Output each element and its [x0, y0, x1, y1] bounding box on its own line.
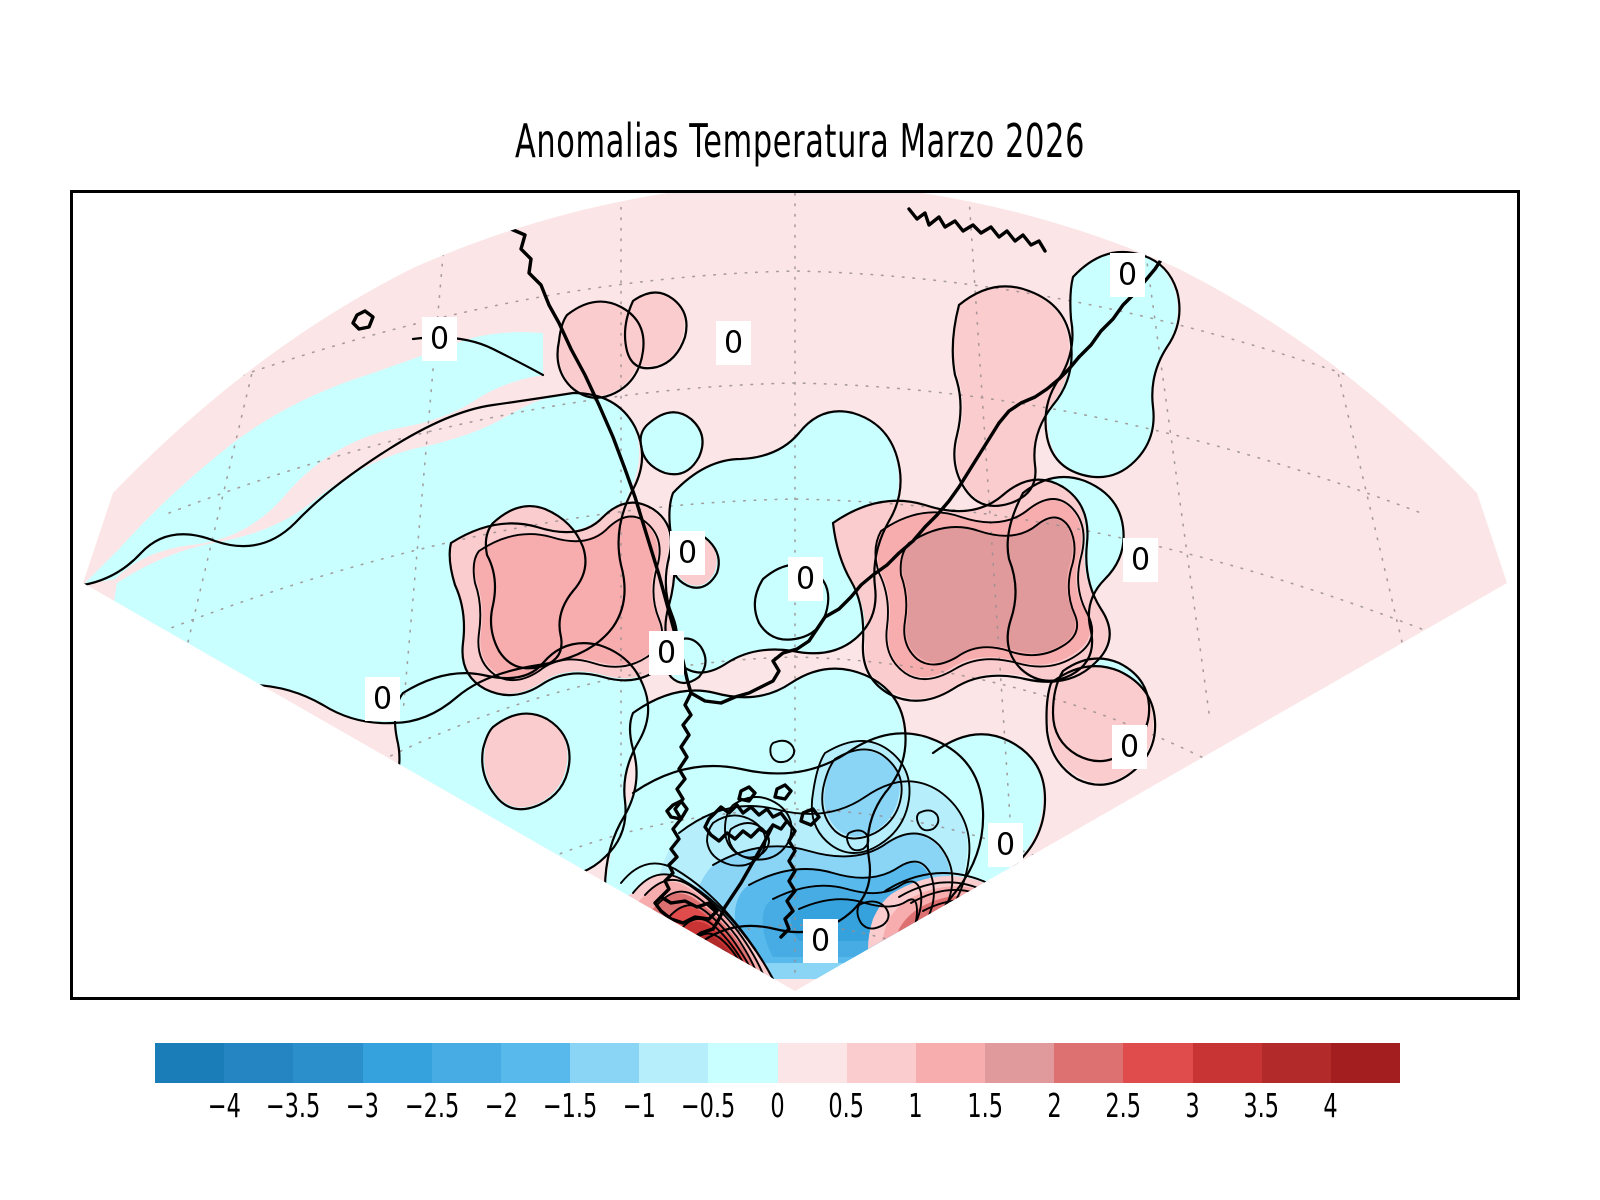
- colorbar-cell: [1192, 1043, 1262, 1083]
- colorbar-cell: [293, 1043, 363, 1083]
- svg-text:0: 0: [1118, 258, 1137, 293]
- contour-label: 0: [1112, 725, 1147, 769]
- map-canvas: 0 0 0 0 0 0 0 0 0 0 0: [83, 193, 1507, 991]
- colorbar-cell: [708, 1043, 778, 1083]
- contour-label: 0: [365, 677, 400, 721]
- svg-text:0: 0: [1131, 543, 1150, 578]
- contour-label: 0: [988, 823, 1023, 867]
- colorbar-cell: [155, 1043, 225, 1083]
- contour-label: 0: [649, 631, 684, 675]
- colorbar-tick-labels: −4 −3.5 −3 −2.5 −2 −1.5 −1 −0.5 0 0.5 1 1.5 2 2.5 3 3.5…: [155, 1086, 1400, 1126]
- colorbar-tick: −2.5: [404, 1086, 459, 1125]
- projection-area: 0 0 0 0 0 0 0 0 0 0 0: [83, 193, 1507, 991]
- colorbar-cell: [915, 1043, 986, 1083]
- colorbar: [155, 1043, 1401, 1083]
- svg-text:0: 0: [373, 682, 392, 717]
- colorbar-tick: −0.5: [681, 1086, 736, 1125]
- svg-text:0: 0: [796, 562, 815, 597]
- colorbar-cell: [431, 1043, 501, 1083]
- chart-title: Anomalias Temperatura Marzo 2026: [514, 114, 1086, 168]
- colorbar-tick: 1: [908, 1086, 923, 1125]
- colorbar-tick: −1: [622, 1086, 656, 1125]
- contour-label: 0: [716, 321, 751, 365]
- svg-text:0: 0: [1120, 730, 1139, 765]
- colorbar-tick: 2: [1047, 1086, 1062, 1125]
- colorbar-cell: [224, 1043, 294, 1083]
- contour-label: 0: [1123, 538, 1158, 582]
- colorbar-cell: [500, 1043, 571, 1083]
- colorbar-tick: 1.5: [967, 1086, 1003, 1125]
- svg-text:0: 0: [430, 322, 449, 357]
- contour-label: 0: [788, 557, 823, 601]
- svg-text:0: 0: [811, 924, 830, 959]
- colorbar-tick: −4: [207, 1086, 241, 1125]
- contour-labels: 0 0 0 0 0 0 0 0 0 0 0: [365, 253, 1158, 963]
- colorbar-tick: −3.5: [266, 1086, 321, 1125]
- colorbar-tick: −3: [345, 1086, 380, 1125]
- svg-text:0: 0: [657, 636, 676, 671]
- colorbar-tick: −2: [484, 1086, 518, 1125]
- colorbar-strip: [155, 1043, 1401, 1083]
- svg-text:0: 0: [724, 326, 743, 361]
- colorbar-cell: [362, 1043, 432, 1083]
- colorbar-tick: 2.5: [1105, 1086, 1142, 1125]
- map-plot-frame: 0 0 0 0 0 0 0 0 0 0 0: [70, 190, 1520, 1000]
- contour-peninsula-rings: [724, 796, 793, 861]
- colorbar-tick: 3.5: [1243, 1086, 1280, 1125]
- colorbar-tick: −1.5: [542, 1086, 598, 1125]
- contour-label: 0: [803, 919, 838, 963]
- colorbar-cell: [1054, 1043, 1124, 1083]
- colorbar-tick: 3: [1185, 1086, 1200, 1125]
- colorbar-cell: [1261, 1043, 1331, 1083]
- svg-text:0: 0: [678, 536, 697, 571]
- colorbar-tick: 0.5: [828, 1086, 865, 1125]
- colorbar-cell: [1330, 1043, 1401, 1083]
- svg-text:0: 0: [996, 828, 1015, 863]
- contour-label: 0: [422, 317, 457, 361]
- colorbar-cell: [639, 1043, 709, 1083]
- contour-label: 0: [1110, 253, 1145, 297]
- anomaly-map: 0 0 0 0 0 0 0 0 0 0 0: [83, 193, 1507, 991]
- colorbar-tick: 0: [770, 1086, 785, 1125]
- colorbar-cell: [1123, 1043, 1193, 1083]
- colorbar-tick: 4: [1323, 1086, 1338, 1125]
- contour-label: 0: [670, 531, 705, 575]
- colorbar-cell: [777, 1043, 847, 1083]
- colorbar-cell: [985, 1043, 1055, 1083]
- colorbar-cell: [570, 1043, 640, 1083]
- colorbar-cell: [846, 1043, 916, 1083]
